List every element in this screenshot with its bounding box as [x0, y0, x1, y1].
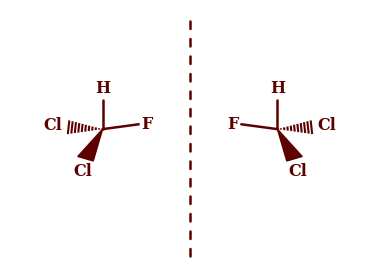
Text: Cl: Cl	[288, 163, 307, 180]
Text: F: F	[227, 116, 238, 133]
Text: Cl: Cl	[73, 163, 92, 180]
Text: F: F	[142, 116, 153, 133]
Text: Cl: Cl	[318, 117, 337, 134]
Text: Cl: Cl	[43, 117, 62, 134]
Text: H: H	[95, 80, 110, 97]
Polygon shape	[277, 129, 302, 161]
Polygon shape	[78, 129, 103, 161]
Text: H: H	[270, 80, 285, 97]
